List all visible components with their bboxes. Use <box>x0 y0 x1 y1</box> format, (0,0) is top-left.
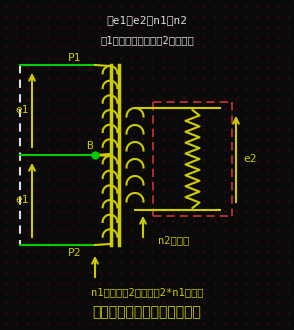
Text: e1: e1 <box>15 105 29 115</box>
Text: B: B <box>86 141 93 151</box>
Text: n2回巻き: n2回巻き <box>158 235 189 245</box>
Text: プッシュプル用理想トランス: プッシュプル用理想トランス <box>93 305 201 319</box>
Text: e1: e1 <box>15 195 29 205</box>
Text: e2: e2 <box>243 154 256 164</box>
Text: P1: P1 <box>68 53 82 63</box>
Text: n1回巻きが2個で、誈2*n1回巻き: n1回巻きが2個で、誈2*n1回巻き <box>91 287 203 297</box>
Text: セ1次側電力の合計＝2次側電力: セ1次側電力の合計＝2次側電力 <box>100 35 194 45</box>
Text: セe1：e2＝n1：n2: セe1：e2＝n1：n2 <box>106 15 188 25</box>
Text: P2: P2 <box>68 248 82 258</box>
